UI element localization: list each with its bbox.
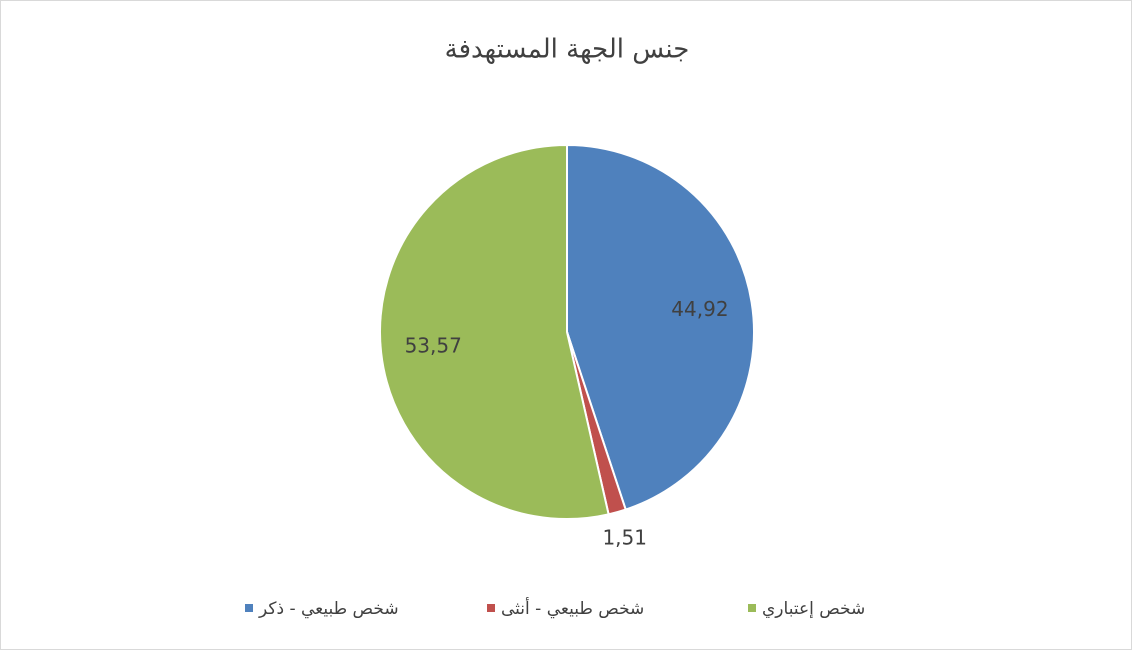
pie-slice bbox=[379, 143, 610, 520]
data-label: 53,57 bbox=[405, 334, 462, 358]
legend-swatch bbox=[245, 604, 253, 612]
legend-swatch bbox=[748, 604, 756, 612]
legend-label: شخص طبيعي - أنثى bbox=[501, 597, 644, 619]
chart-title: جنس الجهة المستهدفة bbox=[445, 35, 690, 65]
pie-slice bbox=[566, 143, 755, 511]
legend-label: شخص طبيعي - ذكر bbox=[258, 599, 399, 619]
legend-label: شخص إعتباري bbox=[762, 599, 865, 619]
legend-swatch bbox=[487, 604, 495, 612]
data-label: 1,51 bbox=[602, 526, 647, 550]
data-label: 44,92 bbox=[671, 297, 728, 321]
